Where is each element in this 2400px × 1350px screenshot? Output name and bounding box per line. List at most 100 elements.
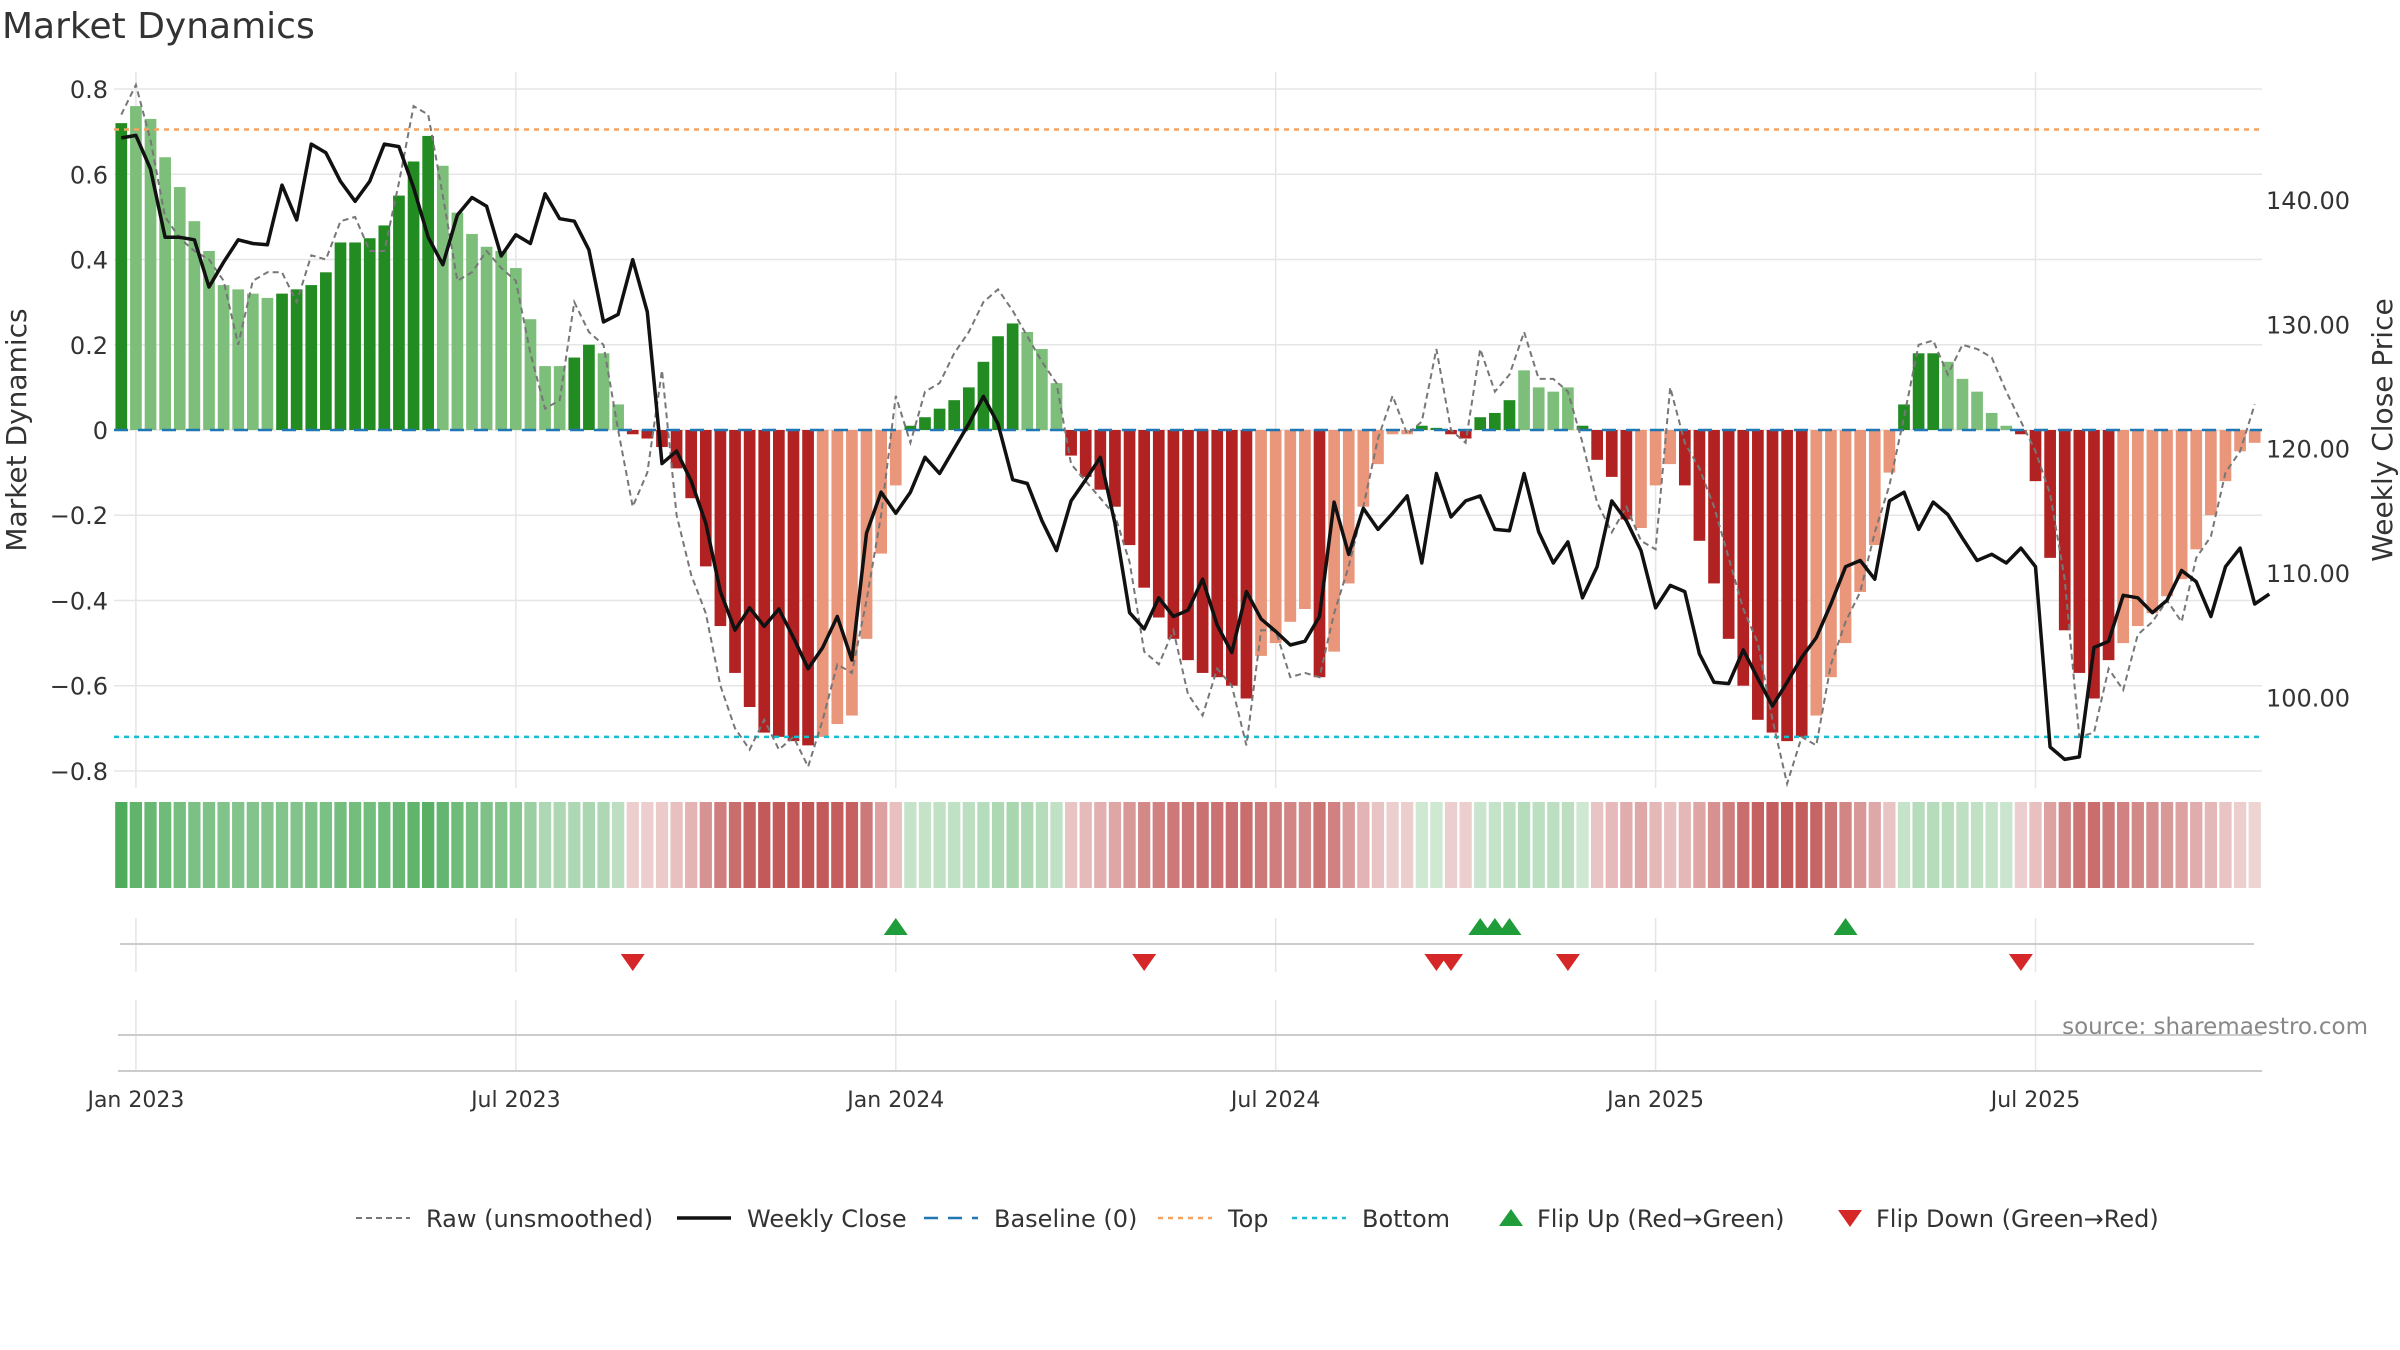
bar — [115, 123, 128, 431]
bar — [1196, 430, 1209, 673]
bar — [1518, 370, 1530, 430]
bar — [1503, 400, 1516, 430]
heat-strip-cell — [1050, 802, 1063, 888]
y-left-tick-label: 0.6 — [70, 161, 108, 189]
heat-strip-cell — [1970, 802, 1984, 888]
bar — [1445, 430, 1457, 435]
heat-strip-cell — [436, 802, 449, 888]
flip-up-marker — [1497, 918, 1522, 935]
bar — [1781, 430, 1793, 742]
bar — [480, 246, 493, 430]
bar — [1985, 412, 1998, 430]
bar — [290, 289, 303, 430]
heat-strip-cell — [422, 802, 435, 888]
bar — [1328, 430, 1340, 652]
heat-strip-cell — [538, 802, 552, 888]
bar — [1225, 430, 1238, 686]
bar — [1284, 430, 1297, 622]
x-tick-label: Jan 2025 — [1605, 1088, 1704, 1113]
heat-strip-cell — [1839, 802, 1852, 888]
heat-strip-cell — [115, 802, 128, 888]
flip-layer — [118, 918, 2262, 1072]
bar — [831, 430, 844, 725]
bar — [1342, 430, 1355, 584]
bar — [1152, 430, 1165, 618]
bar — [261, 297, 274, 430]
heat-strip-cell — [1751, 802, 1765, 888]
heat-strip-cell — [509, 802, 522, 888]
heat-strip-cell — [1576, 802, 1589, 888]
heat-strip-cell — [611, 802, 625, 888]
bar — [1649, 430, 1662, 486]
weekly-close-line — [121, 133, 2271, 762]
heat-strip-cell — [202, 802, 216, 888]
heat-strip-cell — [1941, 802, 1954, 888]
bar — [2248, 430, 2261, 443]
bar — [2000, 425, 2013, 430]
bar — [2175, 430, 2188, 580]
bar — [729, 430, 741, 673]
bar — [451, 212, 464, 430]
heat-strip-cell — [1459, 802, 1472, 888]
bar — [509, 268, 522, 430]
x-tick-label: Jan 2024 — [845, 1088, 944, 1113]
heat-strip-cell — [2117, 802, 2130, 888]
y-right-tick-label: 100.00 — [2266, 684, 2350, 712]
bar — [1255, 430, 1267, 656]
heat-strip-cell — [1225, 802, 1238, 888]
heat-strip-cell — [918, 802, 932, 888]
bar — [1123, 430, 1136, 546]
bar — [1752, 430, 1764, 720]
heat-strip-cell — [728, 802, 742, 888]
bar — [1021, 331, 1034, 430]
heat-strip-cell — [1488, 802, 1501, 888]
y-left-tick-label: −0.6 — [50, 673, 108, 701]
heat-strip-cell — [363, 802, 376, 888]
heat-strip-cell — [1284, 802, 1297, 888]
heat-strip-cell — [1401, 802, 1414, 888]
heat-strip-cell — [582, 802, 596, 888]
heat-strip-cell — [159, 802, 172, 888]
heat-strip-cell — [1196, 802, 1209, 888]
heat-strip-cell — [232, 802, 245, 888]
bar — [1006, 323, 1019, 430]
heat-strip-cell — [2248, 802, 2261, 888]
legend-layer: Raw (unsmoothed) Weekly Close Baseline (0)… — [356, 1205, 2159, 1233]
heat-strip-cell — [144, 802, 157, 888]
heat-strip-cell — [1035, 802, 1049, 888]
bar — [919, 417, 931, 430]
heat-strip-cell — [1327, 802, 1341, 888]
heat-strip-cell — [772, 802, 785, 888]
bar — [2058, 430, 2071, 631]
heat-strip-cell — [2029, 802, 2042, 888]
heat-strip-cell — [1006, 802, 1019, 888]
bar — [1912, 353, 1925, 430]
bar — [495, 251, 508, 430]
bar — [159, 157, 171, 430]
heat-strip-cell — [1064, 802, 1078, 888]
y-right-axis-title: Weekly Close Price — [2366, 298, 2399, 561]
legend-label: Top — [1227, 1205, 1269, 1233]
strip-layer — [115, 802, 2261, 888]
heat-strip-cell — [553, 802, 566, 888]
heat-strip-cell — [1868, 802, 1881, 888]
bar — [2088, 430, 2100, 699]
x-tick-label: Jul 2025 — [1989, 1088, 2081, 1113]
bar — [466, 233, 478, 430]
bar — [246, 293, 259, 430]
bar — [217, 285, 230, 430]
bar — [1605, 430, 1618, 477]
heat-strip-cell — [188, 802, 201, 888]
heat-strip-cell — [392, 802, 406, 888]
heat-strip-cell — [2043, 802, 2057, 888]
bar — [714, 430, 727, 627]
bar — [1635, 430, 1647, 529]
y-left-tick-label: 0.4 — [70, 247, 108, 275]
bar — [524, 319, 537, 430]
bar — [393, 195, 405, 430]
heat-strip-cell — [1211, 802, 1224, 888]
heat-strip-cell — [1430, 802, 1443, 888]
heat-strip-cell — [275, 802, 289, 888]
raw-unsmoothed-line — [120, 81, 2256, 788]
